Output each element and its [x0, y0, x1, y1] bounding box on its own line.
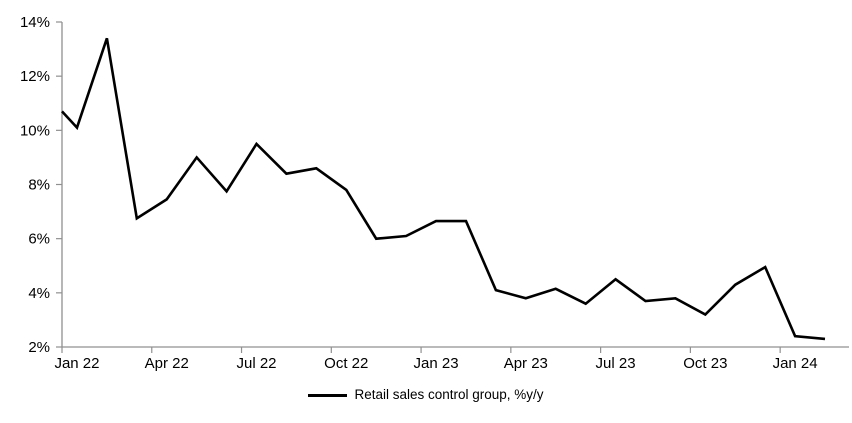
y-axis-tick-label: 12%	[20, 68, 50, 85]
x-axis-tick-label: Oct 22	[324, 355, 368, 372]
data-series-line	[61, 37, 826, 341]
y-axis-tick-label: 8%	[28, 177, 50, 194]
x-axis-tick-label: Jan 23	[414, 355, 459, 372]
x-axis-tick-label: Jul 23	[596, 355, 636, 372]
y-axis-tick-label: 14%	[20, 14, 50, 31]
x-axis-tick-label: Oct 23	[683, 355, 727, 372]
x-axis-tick-label: Apr 22	[145, 355, 189, 372]
y-axis-tick-label: 10%	[20, 122, 50, 139]
x-axis-tick-label: Jan 22	[54, 355, 99, 372]
y-axis-tick-label: 6%	[28, 231, 50, 248]
y-axis-tick-label: 4%	[28, 285, 50, 302]
y-axis-tick-label: 2%	[28, 339, 50, 356]
x-axis-tick-label: Jan 24	[773, 355, 818, 372]
x-axis-tick-label: Jul 22	[236, 355, 276, 372]
x-axis-tick-label: Apr 23	[504, 355, 548, 372]
